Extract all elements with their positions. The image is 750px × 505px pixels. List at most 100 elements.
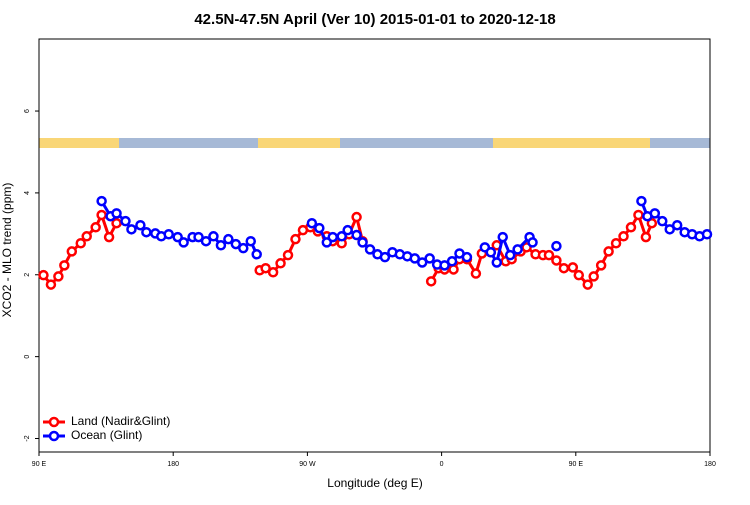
data-point [527, 237, 538, 248]
data-point [163, 228, 174, 240]
data-point [81, 231, 92, 242]
data-point [470, 268, 482, 279]
data-point [664, 224, 675, 235]
data-point [75, 237, 87, 249]
data-point [306, 217, 318, 229]
data-point [193, 231, 204, 243]
x-tick-label: 90 E [32, 461, 47, 468]
data-point [636, 195, 647, 207]
data-point [135, 219, 146, 231]
data-point [53, 271, 64, 282]
y-tick-label: 2 [24, 273, 31, 277]
data-point [512, 244, 523, 255]
legend-label: Land (Nadir&Glint) [71, 414, 170, 428]
data-point [567, 262, 579, 273]
data-point [558, 262, 570, 274]
x-tick-label: 90 E [569, 461, 584, 468]
data-point [45, 279, 57, 290]
data-point [59, 260, 70, 271]
data-point [551, 255, 562, 266]
y-tick-label: 6 [24, 109, 31, 113]
data-point [215, 240, 227, 251]
land-ocean-strip [39, 138, 710, 148]
data-point [230, 238, 242, 250]
data-point [379, 251, 391, 263]
data-point [649, 208, 661, 219]
data-point [200, 235, 212, 247]
data-point [66, 246, 78, 257]
data-point [103, 231, 115, 243]
data-point [640, 231, 652, 243]
data-point [425, 276, 437, 287]
data-point [357, 237, 368, 248]
chart-title: 42.5N-47.5N April (Ver 10) 2015-01-01 to… [194, 11, 555, 28]
data-point [671, 219, 683, 231]
data-point [282, 249, 294, 261]
data-point [126, 224, 137, 235]
data-point [497, 231, 508, 243]
legend-label: Ocean (Glint) [71, 428, 142, 442]
data-point [701, 228, 713, 240]
data-point [439, 260, 450, 271]
data-point [111, 217, 122, 229]
legend-marker [48, 416, 60, 428]
data-point [245, 235, 256, 247]
plot-frame [38, 38, 711, 453]
series-line [429, 211, 654, 287]
data-point [491, 257, 503, 268]
data-point [657, 215, 668, 227]
data-point [461, 251, 473, 263]
data-point [238, 242, 249, 254]
y-tick-label: -2 [24, 435, 31, 441]
data-point [573, 269, 585, 281]
data-point [582, 279, 593, 290]
x-tick-label: 180 [704, 461, 716, 468]
data-point [290, 233, 301, 245]
data-point [251, 249, 262, 260]
data-point [409, 253, 421, 264]
data-point [38, 269, 49, 281]
data-point [646, 217, 658, 229]
y-tick-label: 0 [24, 355, 31, 359]
data-point [314, 222, 325, 234]
data-point [111, 208, 122, 219]
data-point [260, 262, 271, 274]
data-point [543, 249, 555, 261]
data-point [416, 257, 428, 268]
x-tick-label: 90 W [299, 461, 316, 468]
data-point [275, 258, 286, 269]
data-point [120, 215, 131, 227]
data-point [424, 253, 435, 264]
legend-marker [48, 430, 60, 442]
legend: Land (Nadir&Glint)Ocean (Glint) [43, 414, 170, 442]
data-point [96, 195, 107, 207]
data-point [327, 231, 338, 243]
y-tick-label: 4 [24, 191, 31, 195]
data-point [223, 233, 234, 245]
data-point [364, 244, 376, 255]
data-point [551, 240, 562, 252]
data-point [504, 249, 516, 261]
data-point [610, 237, 622, 249]
data-point [178, 237, 189, 248]
x-tick-label: 180 [167, 461, 179, 468]
data-point [96, 209, 107, 221]
data-point [588, 271, 599, 282]
data-point [336, 231, 347, 242]
data-point [618, 231, 629, 242]
data-point [446, 256, 458, 267]
x-axis-label: Longitude (deg E) [327, 476, 422, 490]
x-tick-label: 0 [440, 461, 444, 468]
y-axis-label: XCO2 - MLO trend (ppm) [0, 183, 14, 318]
data-point [603, 246, 614, 257]
data-point [448, 264, 459, 275]
data-point [90, 222, 101, 233]
data-point [351, 211, 362, 223]
data-point [267, 267, 279, 278]
data-point [141, 226, 152, 238]
data-point [625, 222, 637, 233]
data-point [633, 209, 644, 221]
data-point [208, 231, 219, 242]
data-point [351, 229, 362, 241]
